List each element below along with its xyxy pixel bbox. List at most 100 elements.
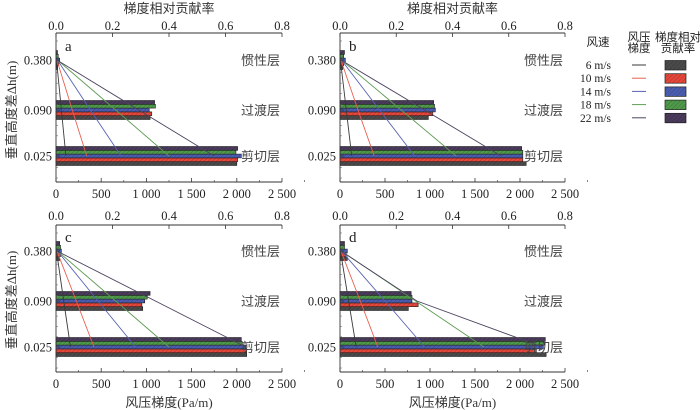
- legend-header-rate: 梯度相对贡献率: [655, 30, 700, 55]
- bottom-tick-label: 1 000: [416, 187, 444, 201]
- top-tick-label: 0.6: [501, 209, 517, 223]
- gradient-line: [341, 59, 416, 157]
- panel-letter: d: [349, 230, 357, 246]
- bar-hatch: [56, 104, 156, 109]
- bottom-tick-label: 2 000: [223, 187, 251, 201]
- bar-hatch: [56, 295, 148, 300]
- bar-hatch: [340, 345, 544, 349]
- gradient-line: [339, 250, 357, 348]
- gradient-line: [341, 250, 425, 348]
- panel-c: 0 500 1 000 1 500 2 000 2 500 0.0 0.2 0.4 0.6 0.8 0…: [4, 209, 305, 410]
- panel-d: 0 500 1 000 1 500 2 000 2 500 0.0 0.2 0.4 0.6 0.8 0…: [308, 209, 588, 410]
- top-tick-label: 0.8: [557, 19, 573, 33]
- layer-label: 惯性层: [524, 244, 563, 259]
- top-tick-label: 0.6: [218, 209, 234, 223]
- bar-hatch: [340, 291, 412, 296]
- bar-hatch: [56, 345, 246, 349]
- layer-label: 剪切层: [524, 149, 563, 164]
- layer-label: 过渡层: [524, 103, 563, 118]
- legend-header-line: 梯度: [628, 41, 651, 55]
- bar-hatch: [56, 341, 243, 346]
- y-tick-label: 0.380: [24, 54, 52, 68]
- top-tick-label: 0.2: [388, 19, 404, 33]
- layer-label: 剪切层: [241, 149, 280, 164]
- bar-hatch: [340, 241, 345, 246]
- top-tick-label: 0.4: [445, 19, 461, 33]
- bottom-axis-title: 风压梯度(Pa/m): [409, 395, 496, 410]
- bottom-tick-label: 500: [92, 187, 111, 201]
- legend-bar-hatch: [665, 86, 686, 97]
- legend-header-line: 风压: [628, 31, 651, 44]
- bar-hatch: [340, 161, 527, 166]
- layer-label: 惯性层: [241, 244, 280, 259]
- bar-hatch: [340, 352, 547, 357]
- gradient-line: [57, 59, 122, 157]
- layer-label: 剪切层: [241, 340, 280, 355]
- bar-hatch: [56, 337, 242, 342]
- bar-hatch: [340, 146, 522, 151]
- bar-hatch: [56, 154, 242, 158]
- gradient-line: [340, 250, 543, 348]
- gradient-line: [56, 250, 71, 348]
- bar-hatch: [56, 306, 143, 311]
- bottom-tick-label: 1 000: [416, 377, 444, 391]
- legend-speed-label: 6 m/s: [586, 60, 612, 72]
- legend-bar-hatch: [665, 60, 686, 70]
- y-tick-label: 0.090: [308, 295, 336, 309]
- bar-hatch: [56, 299, 145, 303]
- bar-hatch: [340, 150, 523, 155]
- top-axis-title: 梯度相对贡献率: [407, 1, 498, 16]
- top-tick-label: 0.4: [445, 209, 461, 223]
- bottom-tick-label: 2 500: [551, 377, 579, 391]
- legend-header-gradient: 风压梯度: [628, 31, 651, 55]
- bar-hatch: [340, 100, 434, 105]
- top-tick-label: 0.2: [388, 209, 404, 223]
- gradient-line: [56, 59, 67, 157]
- gradient-line: [340, 59, 502, 157]
- top-tick-label: 0.2: [105, 19, 121, 33]
- y-axis-title: 垂直高度差Δh(m): [4, 61, 19, 160]
- bar-hatch: [340, 154, 523, 158]
- y-axis-title: 垂直高度差Δh(m): [4, 251, 19, 350]
- layer-label: 过渡层: [524, 294, 563, 309]
- layer-label: 惯性层: [241, 53, 280, 68]
- bar-hatch: [340, 245, 345, 250]
- bar-hatch: [340, 54, 344, 59]
- bar-hatch: [340, 108, 436, 112]
- bar-hatch: [340, 111, 433, 116]
- y-tick-label: 0.025: [24, 150, 52, 164]
- gradient-line: [56, 250, 247, 348]
- panel-a: 0 500 1 000 1 500 2 000 2 500 0.0 0.2 0.4 0.6 0.8 0…: [4, 1, 305, 201]
- y-tick-label: 0.380: [308, 54, 336, 68]
- legend-speed-label: 14 m/s: [580, 86, 612, 98]
- top-tick-label: 0.6: [218, 19, 234, 33]
- gradient-line: [56, 59, 215, 157]
- gradient-line: [57, 250, 170, 348]
- gradient-line: [57, 250, 136, 348]
- top-tick-label: 0.6: [501, 19, 517, 33]
- bar-hatch: [56, 61, 59, 66]
- top-tick-label: 0.4: [161, 209, 177, 223]
- bar-hatch: [340, 157, 523, 162]
- bar-hatch: [56, 108, 150, 112]
- legend-header-speed: 风速: [587, 36, 610, 49]
- bar-hatch: [340, 299, 412, 303]
- gradient-line: [56, 59, 88, 157]
- bar-hatch: [56, 302, 142, 307]
- bottom-tick-label: 0: [337, 377, 343, 391]
- bar-hatch: [56, 115, 151, 120]
- y-tick-label: 0.090: [24, 104, 52, 118]
- y-tick-label: 0.380: [308, 245, 336, 259]
- bottom-tick-label: 1 000: [132, 187, 160, 201]
- bottom-tick-label: 1 500: [178, 377, 206, 391]
- legend-speed-label: 18 m/s: [580, 100, 612, 112]
- bar-hatch: [56, 146, 238, 151]
- top-tick-label: 0.0: [48, 209, 64, 223]
- legend-bar-hatch: [665, 73, 686, 84]
- bottom-tick-label: 500: [92, 377, 111, 391]
- bar-hatch: [340, 104, 435, 109]
- gradient-line: [340, 59, 375, 157]
- layer-label: 剪切层: [524, 340, 563, 355]
